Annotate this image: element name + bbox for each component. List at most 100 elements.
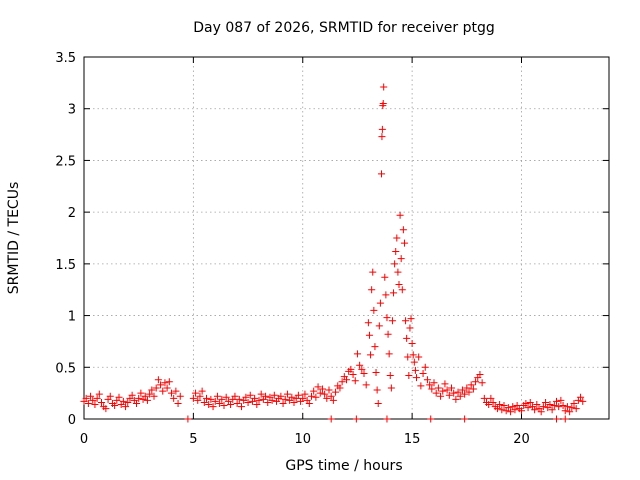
data-point bbox=[246, 391, 254, 399]
data-point bbox=[467, 381, 475, 389]
data-point bbox=[579, 397, 587, 405]
x-tick-labels: 0 5 10 15 20 bbox=[80, 432, 530, 447]
data-point bbox=[338, 378, 346, 386]
data-point bbox=[148, 386, 156, 394]
data-point bbox=[384, 330, 392, 338]
data-point bbox=[349, 371, 357, 379]
data-point bbox=[370, 306, 378, 314]
data-point bbox=[220, 402, 228, 410]
data-point bbox=[400, 239, 408, 247]
data-point bbox=[563, 403, 571, 411]
data-point bbox=[373, 386, 381, 394]
data-point bbox=[546, 401, 554, 409]
data-point bbox=[439, 387, 447, 395]
data-point bbox=[472, 378, 480, 386]
data-point bbox=[407, 315, 415, 323]
data-point bbox=[281, 395, 289, 403]
data-point bbox=[411, 366, 419, 374]
data-point bbox=[402, 317, 410, 325]
data-point bbox=[318, 385, 326, 393]
data-point bbox=[539, 403, 547, 411]
data-point bbox=[566, 408, 574, 416]
data-point bbox=[390, 289, 398, 297]
data-point bbox=[382, 291, 390, 299]
data-point bbox=[423, 376, 431, 384]
data-point bbox=[386, 372, 394, 380]
x-axis-label: GPS time / hours bbox=[285, 458, 402, 474]
data-point bbox=[84, 399, 92, 407]
data-point bbox=[143, 396, 151, 404]
data-point bbox=[332, 388, 340, 396]
data-point bbox=[82, 394, 90, 402]
data-point bbox=[323, 394, 331, 402]
data-point bbox=[461, 390, 469, 398]
data-point bbox=[413, 374, 420, 382]
data-point bbox=[231, 392, 239, 400]
data-point bbox=[170, 394, 178, 402]
data-point bbox=[511, 406, 519, 414]
data-point bbox=[163, 384, 171, 392]
y-axis-label: SRMTID / TECUs bbox=[6, 182, 22, 295]
data-point bbox=[283, 390, 291, 398]
data-point bbox=[421, 363, 429, 371]
data-point bbox=[362, 381, 370, 389]
data-point bbox=[152, 384, 160, 392]
data-point bbox=[279, 399, 287, 407]
data-point bbox=[417, 382, 425, 390]
data-point bbox=[262, 392, 270, 400]
data-point bbox=[533, 401, 541, 409]
data-point bbox=[154, 376, 162, 384]
data-point bbox=[299, 394, 307, 402]
data-point bbox=[557, 396, 565, 404]
data-point bbox=[489, 398, 497, 406]
data-point bbox=[396, 211, 404, 219]
data-point bbox=[268, 396, 276, 404]
data-point bbox=[207, 395, 215, 403]
data-point bbox=[437, 392, 445, 400]
data-point bbox=[445, 391, 453, 399]
data-point bbox=[200, 398, 208, 406]
data-point bbox=[102, 405, 110, 413]
x-tick-label: 5 bbox=[189, 432, 197, 447]
data-point bbox=[572, 405, 580, 413]
data-point bbox=[406, 324, 414, 332]
data-point bbox=[205, 401, 213, 409]
data-point bbox=[184, 415, 192, 423]
data-point bbox=[385, 350, 393, 358]
data-point bbox=[485, 401, 493, 409]
data-point bbox=[351, 377, 359, 385]
data-point bbox=[398, 286, 406, 294]
y-tick-label: 3.5 bbox=[55, 51, 76, 66]
data-point bbox=[378, 125, 386, 133]
y-tick-label: 0.5 bbox=[55, 361, 76, 376]
data-point bbox=[253, 401, 261, 409]
data-point bbox=[301, 390, 309, 398]
data-point bbox=[415, 353, 423, 361]
data-point bbox=[95, 390, 103, 398]
data-point bbox=[146, 390, 154, 398]
data-point bbox=[476, 371, 484, 379]
data-point bbox=[388, 317, 396, 325]
data-point bbox=[194, 396, 202, 404]
data-point bbox=[548, 406, 556, 414]
data-point bbox=[531, 406, 539, 414]
data-point bbox=[161, 379, 169, 387]
data-point bbox=[553, 397, 560, 405]
data-point bbox=[561, 415, 569, 423]
data-point bbox=[367, 351, 375, 359]
data-point bbox=[487, 394, 495, 402]
data-point bbox=[522, 399, 530, 407]
data-point bbox=[172, 387, 180, 395]
data-point bbox=[174, 399, 182, 407]
data-point bbox=[93, 394, 101, 402]
data-point bbox=[198, 387, 206, 395]
axis-ticks bbox=[83, 56, 609, 420]
data-point bbox=[448, 384, 455, 392]
data-point bbox=[399, 226, 407, 234]
data-point bbox=[222, 393, 230, 401]
data-point bbox=[128, 391, 136, 399]
data-point bbox=[410, 358, 418, 366]
data-point bbox=[408, 339, 416, 347]
data-points bbox=[80, 83, 587, 423]
